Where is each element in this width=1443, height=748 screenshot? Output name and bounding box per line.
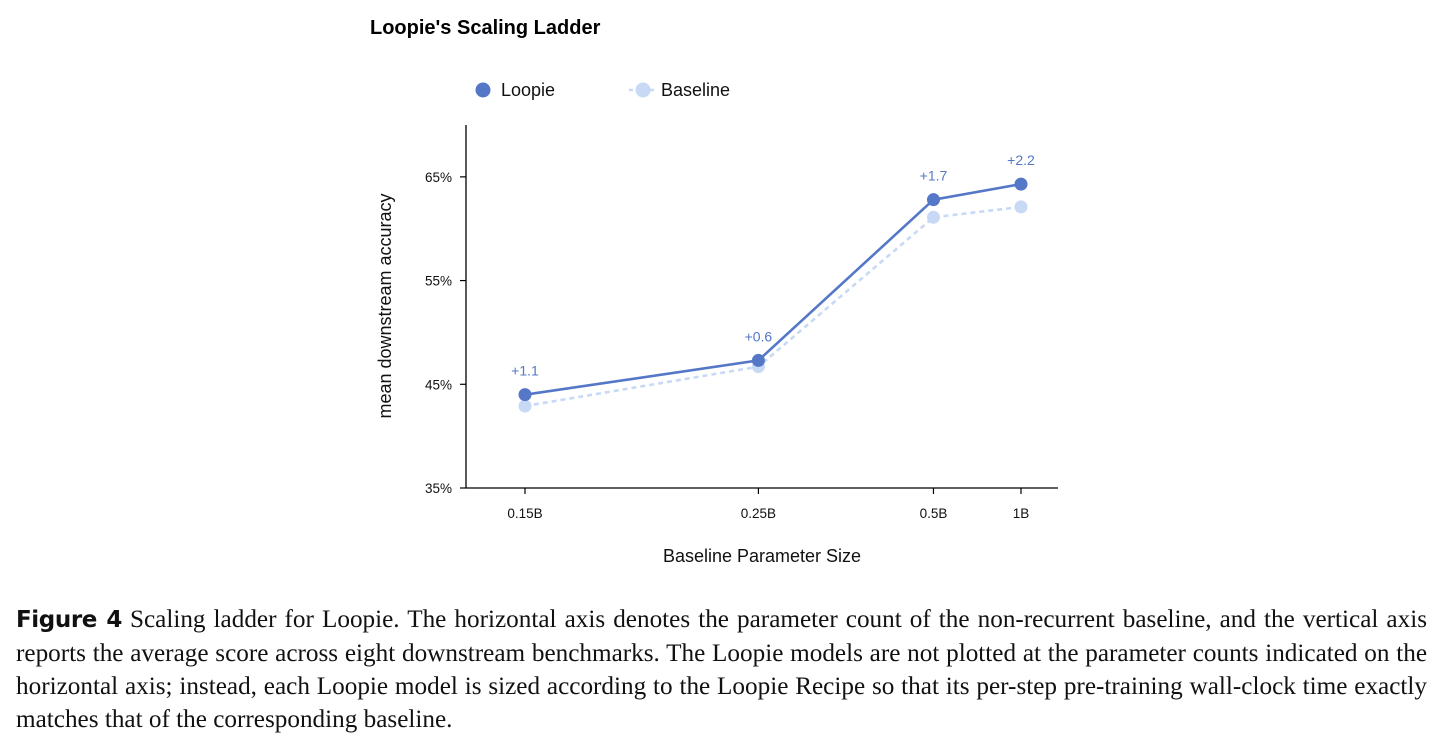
x-ticks: 0.15B 0.25B 0.5B 1B	[507, 488, 1029, 521]
legend-label-baseline: Baseline	[661, 80, 730, 100]
legend-item-loopie: Loopie	[475, 80, 555, 100]
series-line-baseline	[524, 205, 1022, 408]
legend-marker-baseline	[635, 82, 651, 98]
chart-title: Loopie's Scaling Ladder	[370, 17, 601, 39]
series-layer: +1.1 +0.6 +1.7 +2.2	[511, 152, 1035, 413]
data-point-loopie	[926, 193, 940, 207]
figure-label: Figure 4	[16, 607, 122, 633]
data-point-baseline	[926, 210, 940, 224]
series-line-loopie	[524, 182, 1022, 396]
y-tick-label: 35%	[425, 481, 452, 496]
data-point-loopie	[518, 388, 532, 402]
legend-item-baseline: Baseline	[629, 80, 730, 100]
x-tick-label: 1B	[1013, 506, 1030, 521]
gain-label: +0.6	[745, 328, 773, 344]
legend: Loopie Baseline	[475, 80, 730, 100]
scaling-chart: Loopie's Scaling Ladder Loopie Baseline …	[370, 17, 1058, 566]
data-point-loopie	[751, 353, 765, 367]
figure-caption-text: Scaling ladder for Loopie. The horizonta…	[16, 606, 1427, 733]
x-tick-label: 0.15B	[507, 506, 542, 521]
gain-label: +2.2	[1007, 152, 1035, 168]
data-point-baseline	[518, 399, 532, 413]
y-ticks: 35% 45% 55% 65%	[425, 170, 466, 496]
gain-label: +1.1	[511, 363, 539, 379]
legend-label-loopie: Loopie	[501, 80, 555, 100]
y-axis-label: mean downstream accuracy	[375, 193, 395, 418]
y-tick-label: 65%	[425, 170, 452, 185]
figure-caption: Figure 4 Scaling ladder for Loopie. The h…	[16, 603, 1427, 736]
legend-marker-loopie	[475, 82, 491, 98]
data-point-loopie	[1014, 177, 1028, 191]
y-tick-label: 55%	[425, 274, 452, 289]
x-axis-label: Baseline Parameter Size	[663, 546, 861, 566]
gain-label: +1.7	[920, 168, 948, 184]
x-tick-label: 0.5B	[920, 506, 948, 521]
data-point-baseline	[1014, 200, 1028, 214]
x-tick-label: 0.25B	[741, 506, 776, 521]
y-tick-label: 45%	[425, 377, 452, 392]
